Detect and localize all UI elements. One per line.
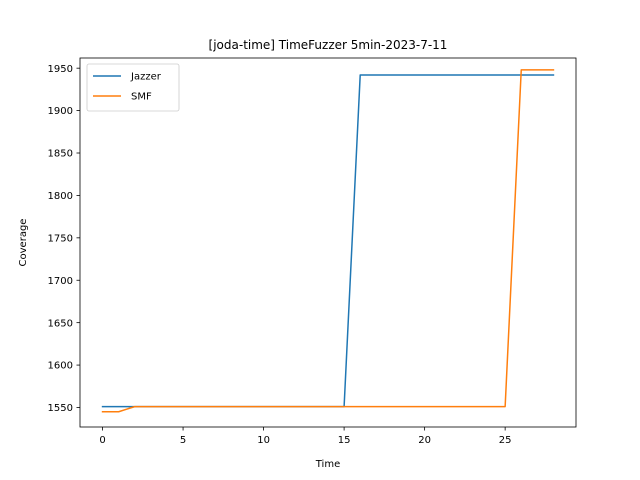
y-tick-label: 1800 xyxy=(48,191,73,202)
legend: Jazzer SMF xyxy=(86,63,180,112)
y-tick-label: 1600 xyxy=(48,361,73,372)
x-axis-label: Time xyxy=(315,459,340,470)
legend-label: Jazzer xyxy=(130,72,162,83)
y-tick-label: 1850 xyxy=(48,149,73,160)
x-tick-label: 0 xyxy=(99,435,105,446)
x-tick-label: 15 xyxy=(338,435,351,446)
y-axis-label: Coverage xyxy=(18,219,29,267)
plot-frame xyxy=(79,57,577,428)
x-tick-label: 25 xyxy=(499,435,512,446)
y-tick-label: 1700 xyxy=(48,276,73,287)
x-tick-label: 5 xyxy=(180,435,186,446)
chart-title: [joda-time] TimeFuzzer 5min-2023-7-11 xyxy=(209,38,448,52)
x-axis: 0 5 10 15 20 25 xyxy=(99,427,512,446)
x-tick-label: 10 xyxy=(257,435,270,446)
series-line-2 xyxy=(101,69,555,413)
y-tick-label: 1950 xyxy=(48,64,73,75)
y-axis: 1550 1600 1650 1700 1750 1800 1850 1900 1950 xyxy=(48,64,80,414)
legend-label: SMF xyxy=(131,92,152,103)
y-tick-label: 1650 xyxy=(48,318,73,329)
y-tick-label: 1900 xyxy=(48,106,73,117)
y-tick-label: 1750 xyxy=(48,233,73,244)
series-layer xyxy=(101,69,555,413)
x-tick-label: 20 xyxy=(418,435,431,446)
y-tick-label: 1550 xyxy=(48,403,73,414)
